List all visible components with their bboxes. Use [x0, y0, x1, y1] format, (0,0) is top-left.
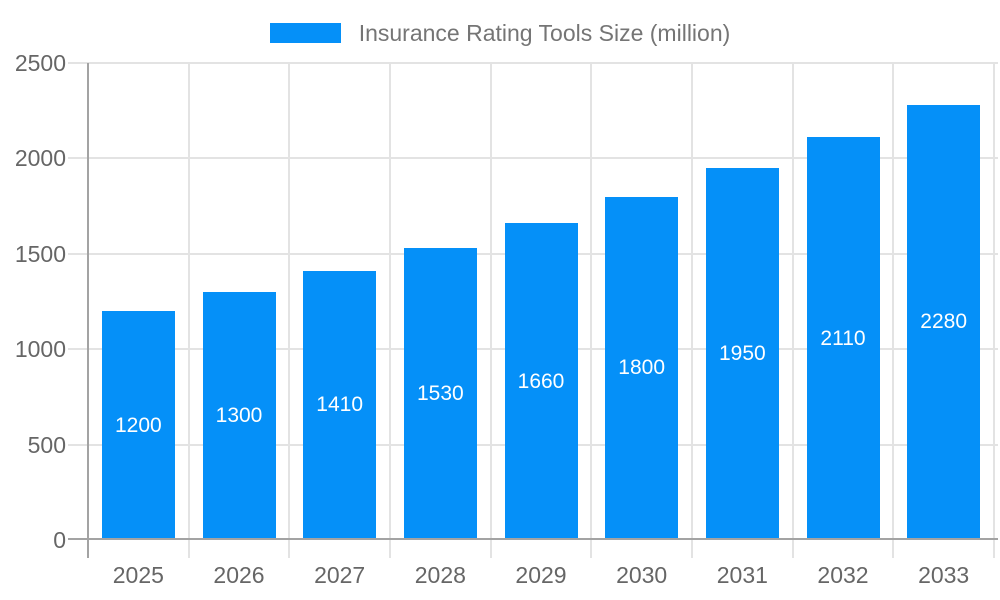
- v-gridline: [389, 63, 391, 558]
- bar-value-label: 2110: [820, 326, 866, 350]
- legend-swatch: [269, 23, 341, 43]
- bar[interactable]: 1800: [605, 196, 679, 540]
- h-gridline: [68, 62, 998, 64]
- y-tick-label: 0: [53, 527, 66, 553]
- x-tick-label: 2028: [414, 562, 466, 588]
- y-tick-label: 1000: [14, 336, 66, 363]
- bar-value-label: 1200: [114, 413, 162, 437]
- legend-label: Insurance Rating Tools Size (million): [358, 19, 731, 46]
- plot-area: 1200 1300 1410 1530 1660 1800 1950 2110 2280 2025…: [68, 62, 998, 588]
- bar[interactable]: 2280: [907, 104, 981, 540]
- bar[interactable]: 1300: [202, 291, 276, 540]
- bar[interactable]: 1410: [303, 270, 377, 540]
- bar[interactable]: 1660: [504, 223, 578, 540]
- y-tick-label: 2500: [14, 50, 66, 76]
- v-gridline: [288, 63, 291, 558]
- x-tick-label: 2025: [112, 562, 164, 588]
- y-tick-label: 1500: [14, 240, 66, 267]
- bar-value-label: 1660: [517, 369, 565, 393]
- bar-value-label: 1300: [215, 403, 263, 427]
- bar[interactable]: 1950: [705, 167, 779, 540]
- bar[interactable]: 1530: [403, 248, 477, 540]
- v-gridline: [187, 63, 190, 558]
- y-axis-labels: 0 500 1000 1500 2000 2500: [0, 50, 66, 553]
- x-tick-label: 2026: [213, 562, 265, 588]
- x-tick-label: 2033: [918, 562, 970, 588]
- bar-value-label: 1800: [618, 356, 666, 380]
- y-axis-line: [87, 63, 89, 558]
- v-gridline: [791, 63, 794, 558]
- h-gridline: [68, 157, 998, 160]
- x-tick-label: 2027: [314, 562, 366, 588]
- bar-value-label: 1410: [316, 393, 364, 417]
- v-gridline: [993, 63, 995, 558]
- y-tick-label: 500: [27, 431, 66, 458]
- bar[interactable]: 2110: [806, 137, 880, 540]
- v-gridline: [892, 63, 895, 558]
- bar[interactable]: 1200: [101, 311, 175, 540]
- v-gridline: [489, 63, 492, 558]
- x-tick-label: 2032: [817, 562, 869, 588]
- x-tick-label: 2030: [616, 562, 668, 588]
- v-gridline: [691, 63, 693, 558]
- bar-value-label: 1530: [416, 382, 464, 406]
- x-axis-line: [68, 538, 998, 540]
- x-tick-label: 2031: [716, 562, 768, 588]
- legend[interactable]: Insurance Rating Tools Size (million): [0, 19, 1000, 46]
- bar-value-label: 2280: [920, 310, 968, 334]
- y-tick-label: 2000: [14, 145, 66, 172]
- v-gridline: [590, 63, 593, 558]
- x-tick-label: 2029: [515, 562, 567, 588]
- bar-value-label: 1950: [718, 341, 766, 365]
